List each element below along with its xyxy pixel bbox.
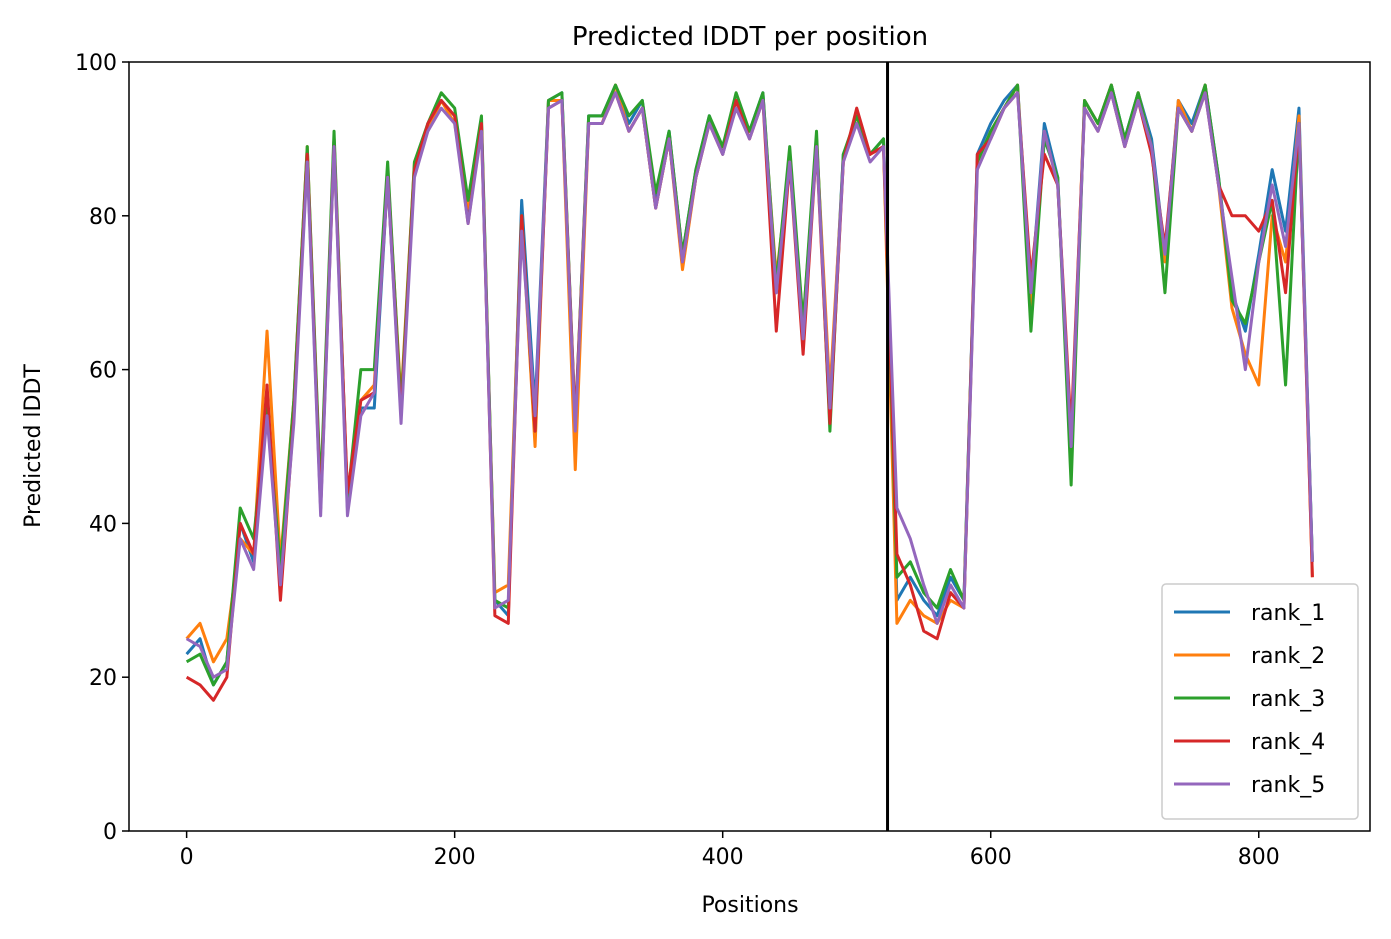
series-line bbox=[185, 83, 1314, 687]
series-line bbox=[185, 83, 1314, 687]
x-tick-label: 800 bbox=[1238, 845, 1280, 870]
legend-label: rank_2 bbox=[1251, 644, 1325, 669]
x-tick-label: 0 bbox=[180, 845, 194, 870]
series-line bbox=[185, 91, 1314, 702]
legend-label: rank_1 bbox=[1251, 601, 1325, 626]
x-tick-label: 200 bbox=[434, 845, 476, 870]
x-axis-label: Positions bbox=[701, 893, 798, 918]
plot-frame bbox=[128, 61, 1371, 832]
chart-title: Predicted lDDT per position bbox=[572, 22, 928, 52]
legend-label: rank_4 bbox=[1251, 730, 1325, 755]
x-tick-label: 600 bbox=[970, 845, 1012, 870]
legend-label: rank_3 bbox=[1251, 687, 1325, 712]
y-tick-label: 40 bbox=[89, 512, 117, 537]
legend-label: rank_5 bbox=[1251, 773, 1325, 798]
series-line bbox=[185, 91, 1314, 679]
y-tick-label: 60 bbox=[89, 359, 117, 384]
x-tick-label: 400 bbox=[702, 845, 744, 870]
y-tick-label: 0 bbox=[103, 820, 117, 845]
series-line bbox=[185, 83, 1314, 664]
y-tick-label: 20 bbox=[89, 666, 117, 691]
legend-box bbox=[1161, 583, 1359, 820]
y-tick-label: 100 bbox=[75, 51, 117, 76]
y-tick-label: 80 bbox=[89, 205, 117, 230]
y-axis-label: Predicted lDDT bbox=[21, 364, 46, 528]
